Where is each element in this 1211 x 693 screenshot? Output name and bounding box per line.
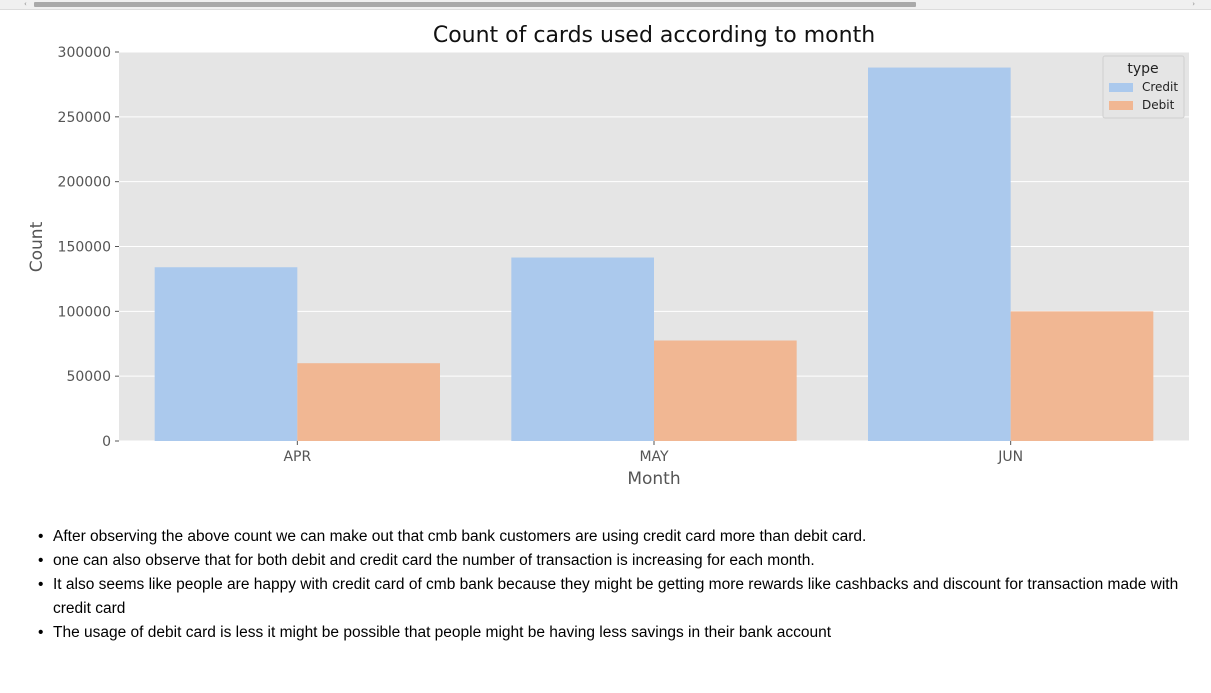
bar-debit-may bbox=[654, 340, 797, 441]
legend-swatch-credit bbox=[1109, 83, 1133, 92]
x-axis-ticks: APR MAY JUN bbox=[283, 441, 1023, 465]
y-tick-label: 150000 bbox=[58, 240, 111, 256]
chart-title: Count of cards used according to month bbox=[433, 23, 875, 48]
y-tick-label: 200000 bbox=[58, 175, 111, 191]
y-axis-ticks: 0 50000 100000 150000 200000 250000 300000 bbox=[58, 45, 119, 450]
observation-notes: After observing the above count we can m… bbox=[36, 525, 1201, 645]
legend: type Credit Debit bbox=[1102, 55, 1185, 119]
y-tick-label: 100000 bbox=[58, 304, 111, 320]
bar-credit-apr bbox=[154, 267, 298, 441]
y-axis-label: Count bbox=[27, 221, 47, 272]
scrollbar-thumb[interactable] bbox=[34, 2, 916, 7]
note-item: The usage of debit card is less it might… bbox=[36, 621, 1201, 645]
horizontal-scrollbar[interactable]: ‹ › bbox=[0, 0, 1211, 10]
scroll-left-icon[interactable]: ‹ bbox=[24, 0, 27, 8]
legend-swatch-debit bbox=[1109, 101, 1133, 110]
x-tick-label: JUN bbox=[997, 449, 1023, 465]
legend-title: type bbox=[1127, 61, 1158, 77]
bar-credit-jun bbox=[868, 67, 1011, 441]
x-axis-label: Month bbox=[627, 469, 680, 489]
legend-label-credit: Credit bbox=[1142, 80, 1178, 94]
note-item: It also seems like people are happy with… bbox=[36, 573, 1201, 621]
bar-debit-apr bbox=[297, 363, 440, 441]
y-tick-label: 250000 bbox=[58, 110, 111, 126]
legend-label-debit: Debit bbox=[1142, 98, 1175, 112]
note-item: one can also observe that for both debit… bbox=[36, 549, 1201, 573]
x-tick-label: APR bbox=[283, 449, 311, 465]
y-tick-label: 0 bbox=[102, 434, 111, 450]
scroll-right-icon[interactable]: › bbox=[1192, 0, 1195, 8]
y-tick-label: 300000 bbox=[58, 45, 111, 61]
bar-debit-jun bbox=[1010, 311, 1154, 441]
bar-chart: 0 50000 100000 150000 200000 250000 300000 APR… bbox=[27, 23, 1189, 489]
x-tick-label: MAY bbox=[639, 449, 669, 465]
bar-credit-may bbox=[511, 257, 654, 441]
note-item: After observing the above count we can m… bbox=[36, 525, 1201, 549]
y-tick-label: 50000 bbox=[66, 369, 111, 385]
bars bbox=[154, 67, 1154, 441]
